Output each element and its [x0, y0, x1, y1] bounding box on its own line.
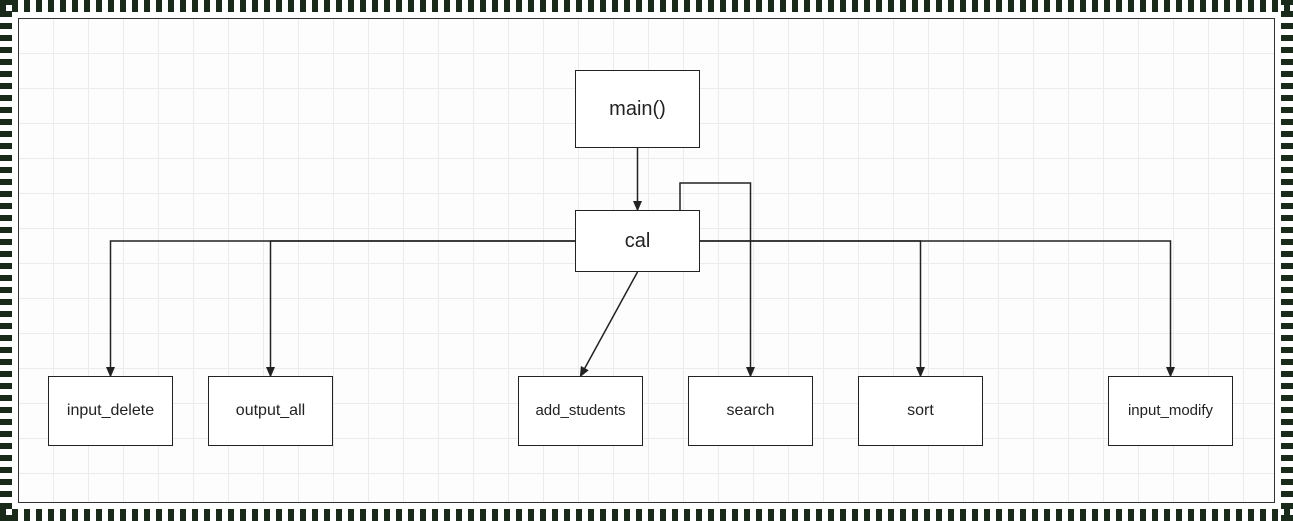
hatch-border-right — [1281, 0, 1293, 521]
node-cal: cal — [575, 210, 700, 272]
node-label: cal — [625, 230, 651, 252]
node-input-modify: input_modify — [1108, 376, 1233, 446]
hatch-border-top — [0, 0, 1293, 12]
node-sort: sort — [858, 376, 983, 446]
node-main: main() — [575, 70, 700, 148]
hatch-border-left — [0, 0, 12, 521]
node-label: search — [726, 402, 774, 420]
diagram-canvas: main() cal input_delete output_all add_s… — [18, 18, 1275, 503]
node-label: input_modify — [1128, 403, 1213, 420]
node-input-delete: input_delete — [48, 376, 173, 446]
node-label: add_students — [535, 403, 625, 420]
node-label: input_delete — [67, 402, 154, 420]
node-output-all: output_all — [208, 376, 333, 446]
node-label: sort — [907, 402, 934, 420]
hatch-border-bottom — [0, 509, 1293, 521]
node-add-students: add_students — [518, 376, 643, 446]
node-label: main() — [609, 98, 666, 120]
outer-frame: main() cal input_delete output_all add_s… — [0, 0, 1293, 521]
node-search: search — [688, 376, 813, 446]
node-label: output_all — [236, 402, 305, 420]
